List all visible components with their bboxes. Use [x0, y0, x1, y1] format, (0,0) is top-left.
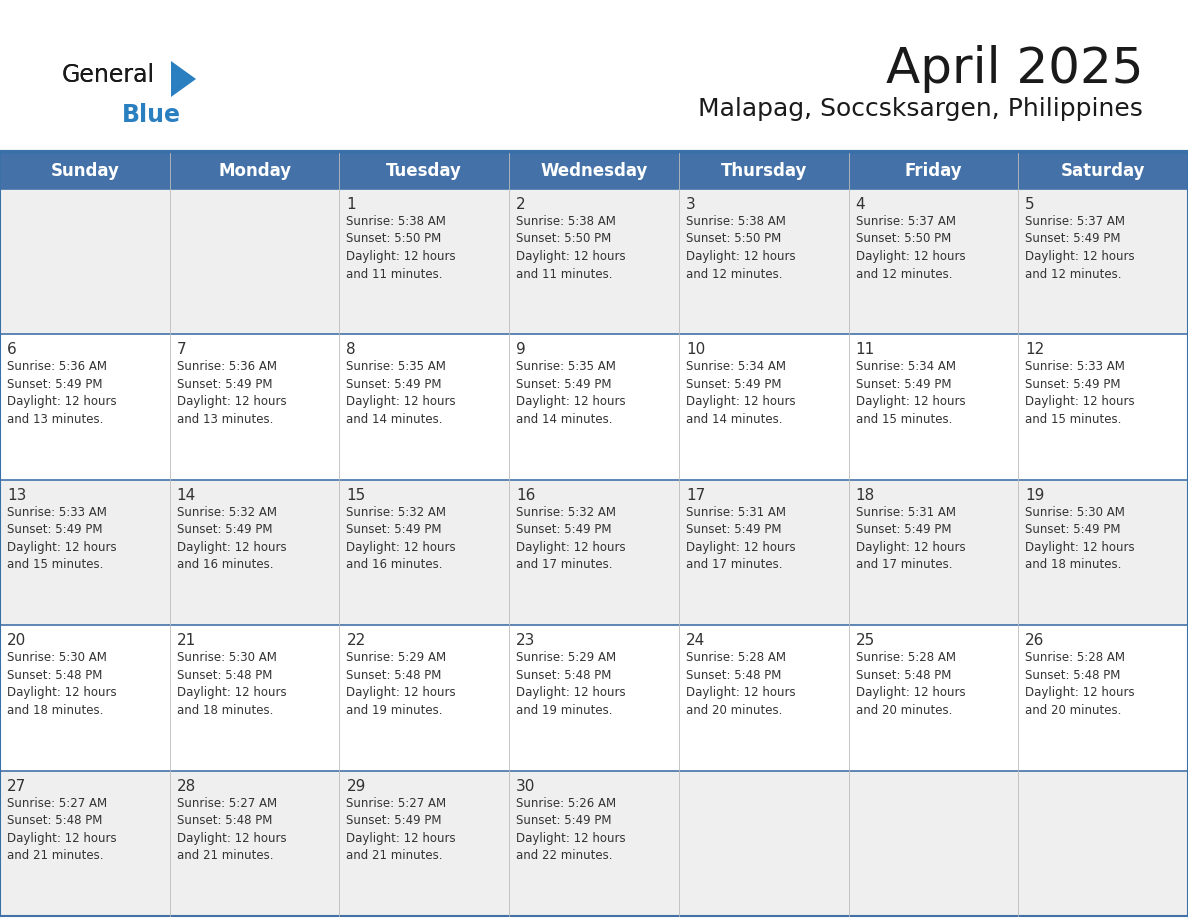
Text: 1: 1 [347, 197, 356, 212]
Text: Friday: Friday [904, 162, 962, 180]
Text: Sunrise: 5:28 AM
Sunset: 5:48 PM
Daylight: 12 hours
and 20 minutes.: Sunrise: 5:28 AM Sunset: 5:48 PM Dayligh… [855, 651, 965, 717]
Text: 18: 18 [855, 487, 874, 503]
Text: 8: 8 [347, 342, 356, 357]
Text: 20: 20 [7, 633, 26, 648]
Text: Sunrise: 5:28 AM
Sunset: 5:48 PM
Daylight: 12 hours
and 20 minutes.: Sunrise: 5:28 AM Sunset: 5:48 PM Dayligh… [1025, 651, 1135, 717]
Text: General: General [62, 63, 156, 87]
Text: 28: 28 [177, 778, 196, 793]
Text: Sunday: Sunday [50, 162, 119, 180]
Text: 11: 11 [855, 342, 874, 357]
Text: Sunrise: 5:29 AM
Sunset: 5:48 PM
Daylight: 12 hours
and 19 minutes.: Sunrise: 5:29 AM Sunset: 5:48 PM Dayligh… [516, 651, 626, 717]
Text: 25: 25 [855, 633, 874, 648]
Text: 15: 15 [347, 487, 366, 503]
Text: Thursday: Thursday [721, 162, 807, 180]
Text: Sunrise: 5:33 AM
Sunset: 5:49 PM
Daylight: 12 hours
and 15 minutes.: Sunrise: 5:33 AM Sunset: 5:49 PM Dayligh… [7, 506, 116, 571]
Text: 30: 30 [516, 778, 536, 793]
Text: 19: 19 [1025, 487, 1044, 503]
Text: 10: 10 [685, 342, 706, 357]
Text: Malapag, Soccsksargen, Philippines: Malapag, Soccsksargen, Philippines [699, 97, 1143, 121]
Text: 27: 27 [7, 778, 26, 793]
Text: Sunrise: 5:29 AM
Sunset: 5:48 PM
Daylight: 12 hours
and 19 minutes.: Sunrise: 5:29 AM Sunset: 5:48 PM Dayligh… [347, 651, 456, 717]
Text: 23: 23 [516, 633, 536, 648]
Text: Sunrise: 5:27 AM
Sunset: 5:48 PM
Daylight: 12 hours
and 21 minutes.: Sunrise: 5:27 AM Sunset: 5:48 PM Dayligh… [7, 797, 116, 862]
Text: 12: 12 [1025, 342, 1044, 357]
Text: Blue: Blue [122, 103, 181, 127]
Text: 9: 9 [516, 342, 526, 357]
Text: 22: 22 [347, 633, 366, 648]
Text: Sunrise: 5:31 AM
Sunset: 5:49 PM
Daylight: 12 hours
and 17 minutes.: Sunrise: 5:31 AM Sunset: 5:49 PM Dayligh… [855, 506, 965, 571]
Text: 24: 24 [685, 633, 706, 648]
Text: Tuesday: Tuesday [386, 162, 462, 180]
Text: 21: 21 [177, 633, 196, 648]
Text: Sunrise: 5:27 AM
Sunset: 5:48 PM
Daylight: 12 hours
and 21 minutes.: Sunrise: 5:27 AM Sunset: 5:48 PM Dayligh… [177, 797, 286, 862]
Text: 17: 17 [685, 487, 706, 503]
Text: Sunrise: 5:26 AM
Sunset: 5:49 PM
Daylight: 12 hours
and 22 minutes.: Sunrise: 5:26 AM Sunset: 5:49 PM Dayligh… [516, 797, 626, 862]
Text: Sunrise: 5:35 AM
Sunset: 5:49 PM
Daylight: 12 hours
and 14 minutes.: Sunrise: 5:35 AM Sunset: 5:49 PM Dayligh… [347, 361, 456, 426]
Text: 5: 5 [1025, 197, 1035, 212]
Text: 26: 26 [1025, 633, 1044, 648]
Text: 2: 2 [516, 197, 526, 212]
Text: Sunrise: 5:32 AM
Sunset: 5:49 PM
Daylight: 12 hours
and 17 minutes.: Sunrise: 5:32 AM Sunset: 5:49 PM Dayligh… [516, 506, 626, 571]
Text: 29: 29 [347, 778, 366, 793]
Text: Sunrise: 5:27 AM
Sunset: 5:49 PM
Daylight: 12 hours
and 21 minutes.: Sunrise: 5:27 AM Sunset: 5:49 PM Dayligh… [347, 797, 456, 862]
Text: Wednesday: Wednesday [541, 162, 647, 180]
Text: Sunrise: 5:38 AM
Sunset: 5:50 PM
Daylight: 12 hours
and 11 minutes.: Sunrise: 5:38 AM Sunset: 5:50 PM Dayligh… [347, 215, 456, 281]
Bar [0, 189, 1188, 334]
Text: Sunrise: 5:38 AM
Sunset: 5:50 PM
Daylight: 12 hours
and 12 minutes.: Sunrise: 5:38 AM Sunset: 5:50 PM Dayligh… [685, 215, 796, 281]
Text: Sunrise: 5:37 AM
Sunset: 5:50 PM
Daylight: 12 hours
and 12 minutes.: Sunrise: 5:37 AM Sunset: 5:50 PM Dayligh… [855, 215, 965, 281]
Text: General: General [62, 63, 156, 87]
Bar [0, 334, 1188, 480]
Text: Sunrise: 5:30 AM
Sunset: 5:48 PM
Daylight: 12 hours
and 18 minutes.: Sunrise: 5:30 AM Sunset: 5:48 PM Dayligh… [177, 651, 286, 717]
Text: 16: 16 [516, 487, 536, 503]
Text: Sunrise: 5:35 AM
Sunset: 5:49 PM
Daylight: 12 hours
and 14 minutes.: Sunrise: 5:35 AM Sunset: 5:49 PM Dayligh… [516, 361, 626, 426]
Text: 4: 4 [855, 197, 865, 212]
Text: Sunrise: 5:32 AM
Sunset: 5:49 PM
Daylight: 12 hours
and 16 minutes.: Sunrise: 5:32 AM Sunset: 5:49 PM Dayligh… [177, 506, 286, 571]
Text: 3: 3 [685, 197, 696, 212]
Text: Sunrise: 5:37 AM
Sunset: 5:49 PM
Daylight: 12 hours
and 12 minutes.: Sunrise: 5:37 AM Sunset: 5:49 PM Dayligh… [1025, 215, 1135, 281]
Text: 7: 7 [177, 342, 187, 357]
Text: Sunrise: 5:34 AM
Sunset: 5:49 PM
Daylight: 12 hours
and 15 minutes.: Sunrise: 5:34 AM Sunset: 5:49 PM Dayligh… [855, 361, 965, 426]
Bar [0, 480, 1188, 625]
Text: Saturday: Saturday [1061, 162, 1145, 180]
Text: Sunrise: 5:31 AM
Sunset: 5:49 PM
Daylight: 12 hours
and 17 minutes.: Sunrise: 5:31 AM Sunset: 5:49 PM Dayligh… [685, 506, 796, 571]
Text: Sunrise: 5:33 AM
Sunset: 5:49 PM
Daylight: 12 hours
and 15 minutes.: Sunrise: 5:33 AM Sunset: 5:49 PM Dayligh… [1025, 361, 1135, 426]
Bar [0, 625, 1188, 770]
Text: Sunrise: 5:36 AM
Sunset: 5:49 PM
Daylight: 12 hours
and 13 minutes.: Sunrise: 5:36 AM Sunset: 5:49 PM Dayligh… [177, 361, 286, 426]
Text: Monday: Monday [219, 162, 291, 180]
Text: Sunrise: 5:28 AM
Sunset: 5:48 PM
Daylight: 12 hours
and 20 minutes.: Sunrise: 5:28 AM Sunset: 5:48 PM Dayligh… [685, 651, 796, 717]
Text: Sunrise: 5:30 AM
Sunset: 5:48 PM
Daylight: 12 hours
and 18 minutes.: Sunrise: 5:30 AM Sunset: 5:48 PM Dayligh… [7, 651, 116, 717]
Bar [0, 770, 1188, 916]
Text: 6: 6 [7, 342, 17, 357]
Text: Sunrise: 5:30 AM
Sunset: 5:49 PM
Daylight: 12 hours
and 18 minutes.: Sunrise: 5:30 AM Sunset: 5:49 PM Dayligh… [1025, 506, 1135, 571]
Text: Sunrise: 5:38 AM
Sunset: 5:50 PM
Daylight: 12 hours
and 11 minutes.: Sunrise: 5:38 AM Sunset: 5:50 PM Dayligh… [516, 215, 626, 281]
Text: 13: 13 [7, 487, 26, 503]
Polygon shape [171, 61, 196, 97]
Text: April 2025: April 2025 [885, 45, 1143, 93]
Text: Sunrise: 5:36 AM
Sunset: 5:49 PM
Daylight: 12 hours
and 13 minutes.: Sunrise: 5:36 AM Sunset: 5:49 PM Dayligh… [7, 361, 116, 426]
Text: Sunrise: 5:32 AM
Sunset: 5:49 PM
Daylight: 12 hours
and 16 minutes.: Sunrise: 5:32 AM Sunset: 5:49 PM Dayligh… [347, 506, 456, 571]
Bar [0, 153, 1188, 189]
Text: 14: 14 [177, 487, 196, 503]
Text: Sunrise: 5:34 AM
Sunset: 5:49 PM
Daylight: 12 hours
and 14 minutes.: Sunrise: 5:34 AM Sunset: 5:49 PM Dayligh… [685, 361, 796, 426]
